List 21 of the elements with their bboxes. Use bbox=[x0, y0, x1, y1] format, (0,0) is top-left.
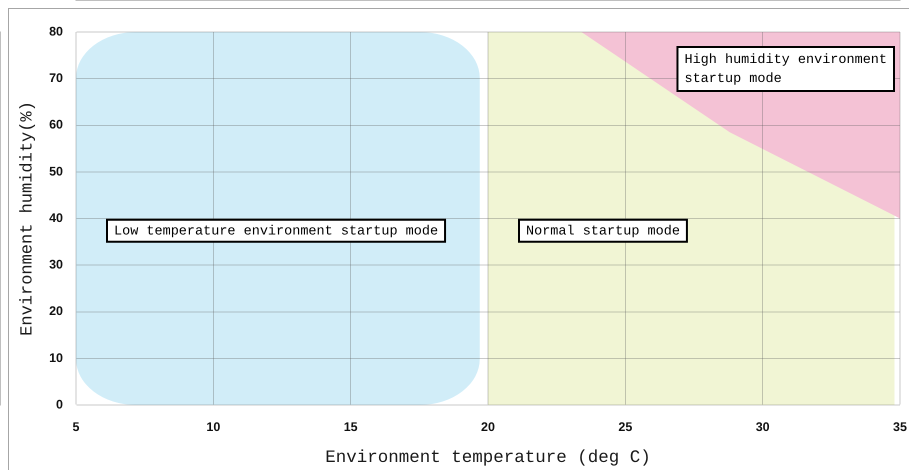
x-tick-label: 15 bbox=[344, 420, 358, 434]
y-tick-label: 10 bbox=[49, 350, 64, 365]
y-tick-label: 70 bbox=[49, 71, 64, 86]
y-tick-label: 60 bbox=[49, 118, 64, 132]
x-tick-label: 25 bbox=[618, 420, 632, 434]
x-tick-label: 10 bbox=[206, 420, 220, 434]
y-tick-label: 20 bbox=[49, 304, 64, 318]
series-label: High humidity environment startup mode bbox=[684, 53, 888, 88]
band-label: Low temperature environment startup mode bbox=[114, 224, 438, 240]
x-tick-label: 35 bbox=[893, 420, 907, 434]
y-axis-title: Environment humidity(%) bbox=[18, 101, 38, 336]
x-tick-label: 30 bbox=[756, 420, 770, 434]
y-tick-label: 50 bbox=[49, 164, 64, 178]
y-tick-label: 80 bbox=[49, 24, 64, 38]
band-label: Normal startup mode bbox=[526, 224, 680, 240]
x-tick-label: 5 bbox=[72, 420, 80, 434]
x-axis-title: Environment temperature (deg C) bbox=[325, 448, 651, 468]
y-tick-label: 30 bbox=[49, 258, 64, 272]
y-tick-label: 40 bbox=[49, 210, 64, 225]
y-tick-label: 0 bbox=[56, 397, 64, 412]
x-tick-label: 20 bbox=[481, 420, 495, 434]
